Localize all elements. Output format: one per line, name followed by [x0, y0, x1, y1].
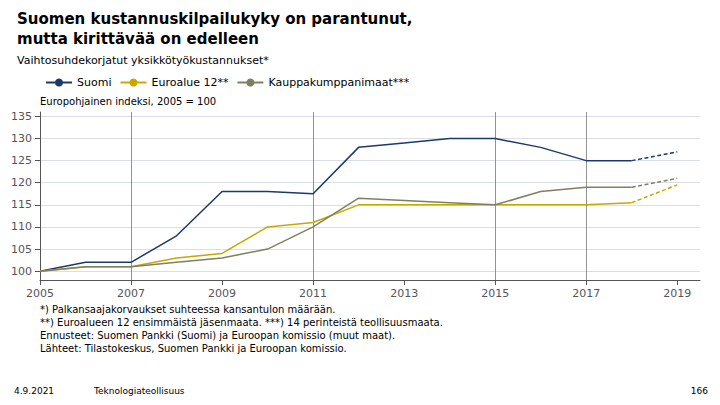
svg-text:Teknologiateollisuus: Teknologiateollisuus — [93, 386, 185, 396]
svg-text:2007: 2007 — [117, 287, 145, 300]
svg-text:Euroalue 12**: Euroalue 12** — [151, 76, 228, 89]
svg-text:2009: 2009 — [208, 287, 236, 300]
svg-text:115: 115 — [11, 198, 32, 211]
svg-text:2013: 2013 — [390, 287, 418, 300]
svg-text:105: 105 — [11, 243, 32, 256]
svg-text:2011: 2011 — [299, 287, 327, 300]
svg-text:135: 135 — [11, 110, 32, 123]
svg-text:Suomen kustannuskilpailukyky o: Suomen kustannuskilpailukyky on parantun… — [17, 10, 412, 28]
svg-text:mutta kirittävää on edelleen: mutta kirittävää on edelleen — [17, 30, 259, 48]
svg-text:125: 125 — [11, 154, 32, 167]
svg-text:110: 110 — [11, 220, 32, 233]
svg-text:Vaihtosuhdekorjatut yksikkötyö: Vaihtosuhdekorjatut yksikkötyökustannuks… — [17, 54, 269, 67]
svg-text:2017: 2017 — [572, 287, 600, 300]
svg-text:166: 166 — [691, 386, 708, 396]
svg-text:Lähteet: Tilastokeskus, Suomen: Lähteet: Tilastokeskus, Suomen Pankki ja… — [40, 343, 347, 354]
svg-text:120: 120 — [11, 176, 32, 189]
svg-text:Kauppakumppanimaat***: Kauppakumppanimaat*** — [268, 76, 409, 89]
svg-text:100: 100 — [11, 265, 32, 278]
svg-text:2015: 2015 — [481, 287, 509, 300]
svg-text:*) Palkansaajakorvaukset suhte: *) Palkansaajakorvaukset suhteessa kansa… — [40, 304, 335, 315]
svg-text:2005: 2005 — [26, 287, 54, 300]
svg-text:Ennusteet: Suomen Pankki (Suom: Ennusteet: Suomen Pankki (Suomi) ja Euro… — [40, 330, 395, 341]
svg-text:Suomi: Suomi — [77, 76, 111, 89]
svg-text:130: 130 — [11, 132, 32, 145]
svg-text:2019: 2019 — [663, 287, 691, 300]
svg-text:Europohjainen indeksi, 2005 =: Europohjainen indeksi, 2005 = 100 — [40, 96, 216, 107]
svg-text:**) Euroalueen 12 ensimmäistä: **) Euroalueen 12 ensimmäistä jäsenmaata… — [40, 317, 443, 328]
svg-text:4.9.2021: 4.9.2021 — [14, 386, 54, 396]
